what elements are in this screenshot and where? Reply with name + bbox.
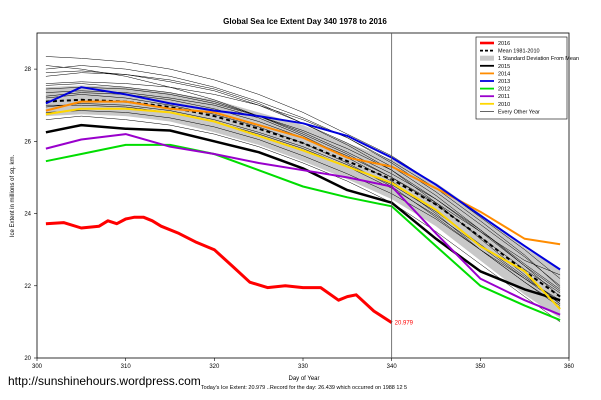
x-tick-label: 330 (298, 364, 309, 370)
y-axis-label: Ice Extent in millions of sq. km. (10, 154, 16, 237)
other-year-line-9 (45, 115, 561, 323)
year-series-lines (45, 86, 561, 324)
y-tick-label: 26 (24, 139, 31, 145)
credit-url: http://sunshinehours.wordpress.com (8, 374, 201, 388)
x-tick-label: 340 (387, 364, 398, 370)
x-tick-label: 360 (564, 364, 575, 370)
series-line-2010 (45, 107, 561, 310)
legend-label-2013: 2013 (498, 79, 510, 85)
series-line-2015 (45, 123, 561, 302)
legend-swatch-1-standard-deviation-from-mean (480, 55, 494, 61)
x-axis-label: Day of Year (288, 376, 319, 382)
legend-label-2016: 2016 (498, 41, 510, 47)
x-tick-label: 310 (121, 364, 132, 370)
series-line-2016 (45, 215, 393, 324)
series-line-2014 (45, 100, 561, 246)
legend-label-2010: 2010 (498, 102, 510, 108)
series-line-2013 (45, 86, 561, 271)
legend-label-2012: 2012 (498, 87, 510, 93)
other-year-line-1 (45, 56, 561, 279)
x-axis-ticks: 300 310 320 330 340 350 360 (32, 358, 575, 370)
y-tick-label: 22 (24, 284, 31, 290)
legend-label-2014: 2014 (498, 71, 510, 77)
y-tick-label: 24 (24, 212, 31, 218)
other-year-line-10 (45, 81, 561, 288)
legend-label-every-other-year: Every Other Year (498, 109, 540, 115)
legend-label-2015: 2015 (498, 64, 510, 70)
x-tick-label: 300 (32, 364, 43, 370)
end-value-label: 20.979 (395, 321, 414, 327)
other-year-line-13 (45, 103, 561, 303)
y-tick-label: 28 (24, 67, 31, 73)
footnote: Today's Ice Extent: 20.979 ..Record for … (201, 385, 407, 391)
series-line-2012 (45, 143, 561, 322)
y-tick-label: 20 (24, 356, 31, 362)
other-year-line-2 (45, 65, 561, 286)
other-year-line-8 (45, 110, 561, 305)
legend-label-mean-1981-2010: Mean 1981-2010 (498, 49, 540, 55)
x-tick-label: 320 (209, 364, 220, 370)
x-tick-label: 350 (475, 364, 486, 370)
legend-label-2011: 2011 (498, 94, 510, 100)
legend-label-1-standard-deviation-from-mean: 1 Standard Deviation From Mean (498, 56, 579, 62)
chart-title: Global Sea Ice Extent Day 340 1978 to 20… (223, 17, 387, 26)
y-axis-ticks: 20 22 24 26 28 (24, 67, 37, 362)
other-year-line-15 (45, 86, 561, 292)
series-line-2011 (45, 133, 561, 316)
